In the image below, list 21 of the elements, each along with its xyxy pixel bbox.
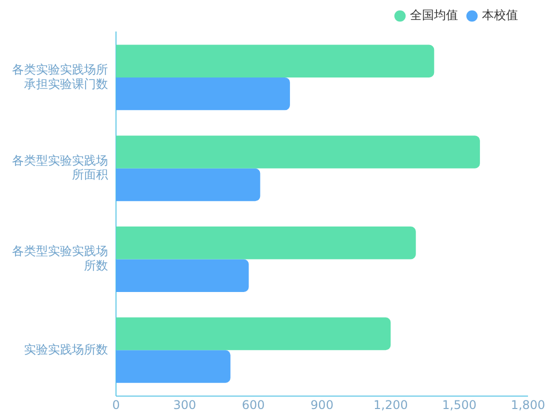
y-tick-label: 各类实验实践场所承担实验课门数 <box>12 62 108 91</box>
bar <box>116 168 260 202</box>
x-tick-label: 0 <box>112 398 120 412</box>
y-tick-label: 各类型实验实践场所数 <box>12 244 108 273</box>
x-tick-label: 1,200 <box>373 398 408 412</box>
x-tick-label: 1,800 <box>510 398 546 412</box>
bar <box>116 317 391 350</box>
x-tick-label: 600 <box>242 398 265 412</box>
x-tick-label: 1,500 <box>442 398 477 412</box>
x-tick-label: 900 <box>310 398 334 412</box>
bar <box>116 226 416 260</box>
bar <box>116 77 290 110</box>
legend-label: 本校值 <box>482 8 518 22</box>
y-tick-label: 实验实践场所数 <box>24 342 108 356</box>
bar <box>116 259 249 292</box>
x-tick-label: 300 <box>173 398 196 412</box>
y-tick-label: 各类型实验实践场所面积 <box>12 153 108 182</box>
bar <box>116 44 434 78</box>
bar <box>116 350 230 383</box>
bar <box>116 136 480 168</box>
legend-label: 全国均值 <box>410 8 458 22</box>
